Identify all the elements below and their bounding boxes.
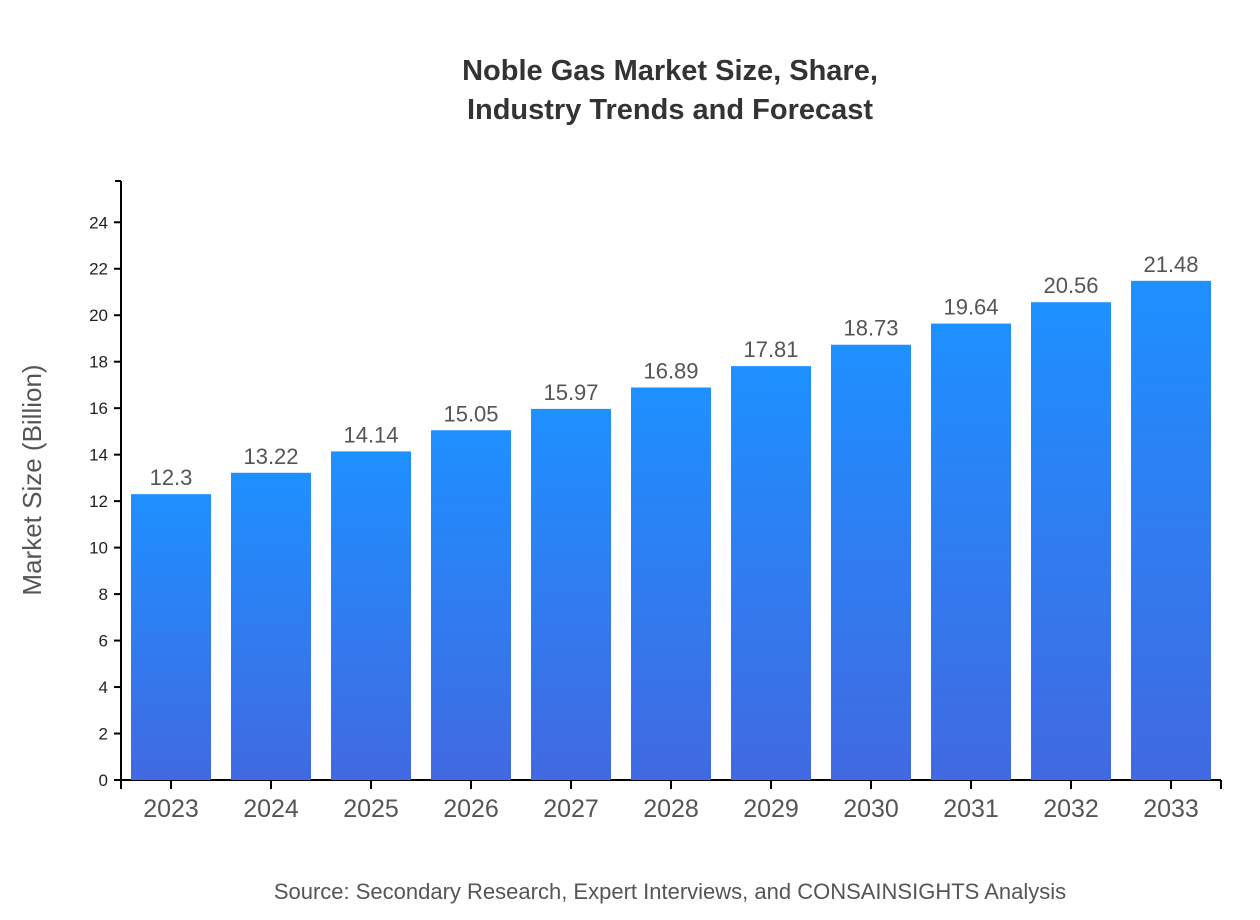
bar-2025	[331, 451, 411, 780]
x-tick-label: 2029	[743, 795, 799, 823]
y-tick-label: 0	[99, 771, 108, 790]
x-tick-label: 2024	[243, 795, 299, 823]
bar-2028	[631, 387, 711, 780]
bar-2033	[1131, 280, 1211, 780]
y-tick-label: 20	[89, 306, 108, 325]
chart-title-line-1: Noble Gas Market Size, Share,	[462, 55, 878, 87]
data-label: 13.22	[243, 444, 298, 469]
x-tick-label: 2031	[943, 795, 999, 823]
y-tick-label: 14	[89, 446, 108, 465]
bar-2024	[231, 472, 311, 780]
y-tick-label: 16	[89, 399, 108, 418]
bar-2031	[931, 323, 1011, 780]
y-tick-label: 22	[89, 260, 108, 279]
bar-2030	[831, 344, 911, 780]
x-tick-label: 2033	[1143, 795, 1199, 823]
y-tick-label: 2	[99, 725, 108, 744]
bar-2032	[1031, 302, 1111, 780]
data-label: 18.73	[843, 316, 898, 341]
plot-area: 02468101214161820222412.3202313.22202414…	[89, 180, 1222, 823]
data-label: 15.97	[543, 380, 598, 405]
data-label: 15.05	[443, 401, 498, 426]
bar-2023	[131, 494, 211, 780]
data-label: 20.56	[1043, 273, 1098, 298]
y-tick-label: 6	[99, 632, 108, 651]
y-tick-label: 18	[89, 353, 108, 372]
bar-2026	[431, 430, 511, 780]
x-tick-label: 2026	[443, 795, 499, 823]
data-label: 12.3	[150, 465, 193, 490]
source-note: Source: Secondary Research, Expert Inter…	[274, 879, 1066, 904]
x-tick-label: 2028	[643, 795, 699, 823]
x-tick-label: 2023	[143, 795, 199, 823]
data-label: 14.14	[343, 422, 398, 447]
y-tick-label: 10	[89, 539, 108, 558]
x-tick-label: 2025	[343, 795, 399, 823]
x-tick-label: 2032	[1043, 795, 1099, 823]
x-tick-label: 2030	[843, 795, 899, 823]
data-label: 16.89	[643, 358, 698, 383]
bar-2029	[731, 366, 811, 780]
x-tick-label: 2027	[543, 795, 599, 823]
y-axis-label: Market Size (Billion)	[17, 364, 47, 595]
chart-title-line-2: Industry Trends and Forecast	[467, 94, 873, 126]
data-label: 19.64	[943, 295, 998, 320]
y-tick-label: 4	[99, 678, 108, 697]
y-tick-label: 8	[99, 585, 108, 604]
y-tick-label: 12	[89, 492, 108, 511]
y-tick-label: 24	[89, 213, 108, 232]
bar-2027	[531, 408, 611, 780]
data-label: 17.81	[743, 337, 798, 362]
data-label: 21.48	[1143, 252, 1198, 277]
